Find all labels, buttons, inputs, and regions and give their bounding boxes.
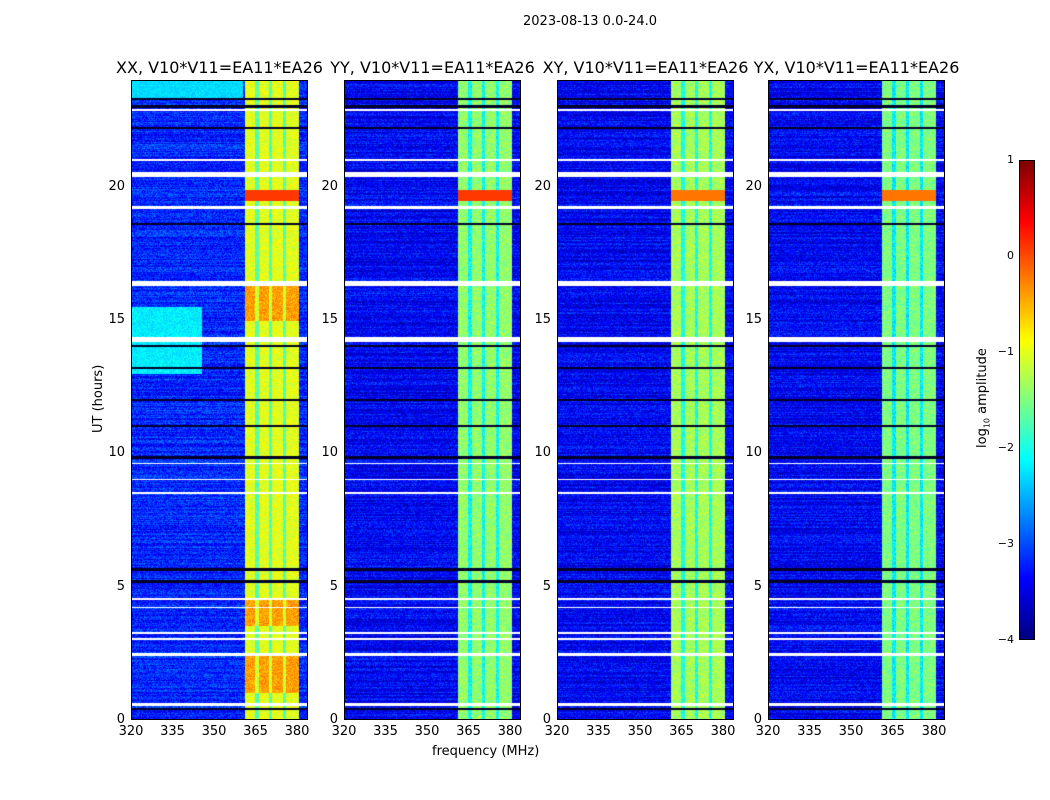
panel-title: YY, V10*V11=EA11*EA26	[330, 58, 535, 77]
y-tick-label: 5	[329, 578, 338, 594]
colorbar	[1019, 160, 1035, 640]
heatmap-panel-yx	[768, 80, 945, 720]
colorbar-label-tail: amplitude	[975, 348, 990, 418]
x-tick-label: 365	[880, 724, 905, 739]
colorbar-tick-label: 1	[1007, 153, 1014, 166]
y-tick-label: 10	[321, 445, 338, 461]
x-tick-label: 335	[586, 724, 611, 739]
y-tick-label: 10	[534, 445, 551, 461]
colorbar-tick-label: 0	[1007, 249, 1014, 262]
y-axis-label: UT (hours)	[91, 364, 106, 433]
y-tick-label: 0	[329, 712, 338, 727]
x-axis-label: frequency (MHz)	[432, 744, 540, 759]
y-tick-label: 5	[116, 578, 125, 594]
x-tick-label: 365	[669, 724, 694, 739]
y-tick-label: 20	[321, 178, 338, 194]
x-tick-label: 320	[118, 724, 144, 739]
y-tick-label: 5	[753, 578, 762, 594]
heatmap-panel-xx	[131, 80, 308, 720]
x-tick-label: 365	[456, 724, 481, 739]
x-tick-label: 320	[331, 724, 357, 739]
colorbar-tick-label: −1	[997, 345, 1014, 358]
colorbar-label-sub: 10	[982, 417, 992, 429]
heatmap-image	[345, 81, 520, 719]
x-tick-label: 350	[838, 724, 864, 739]
x-tick-label: 380	[497, 724, 523, 739]
colorbar-tick-label: −3	[997, 537, 1014, 550]
x-tick-label: 320	[544, 724, 570, 739]
y-tick-label: 0	[116, 712, 125, 727]
y-tick-label: 15	[534, 312, 551, 327]
colorbar-label: log10 amplitude	[975, 348, 992, 448]
heatmap-image	[558, 81, 733, 719]
y-tick-label: 20	[534, 178, 551, 194]
y-tick-label: 10	[745, 445, 762, 461]
y-tick-label: 15	[321, 312, 338, 327]
colorbar-tick-label: −2	[997, 441, 1014, 454]
x-tick-label: 380	[284, 724, 310, 739]
colorbar-label-main: log	[975, 428, 990, 448]
heatmap-panel-yy	[344, 80, 521, 720]
panel-title: XX, V10*V11=EA11*EA26	[116, 58, 323, 77]
y-tick-label: 15	[745, 312, 762, 327]
x-tick-label: 350	[201, 724, 227, 739]
x-tick-label: 380	[710, 724, 736, 739]
x-tick-label: 320	[755, 724, 781, 739]
colorbar-tick-label: −4	[997, 633, 1014, 646]
panel-title: YX, V10*V11=EA11*EA26	[753, 58, 960, 77]
figure-title: 2023-08-13 0.0-24.0	[523, 14, 657, 29]
panel-title: XY, V10*V11=EA11*EA26	[542, 58, 749, 77]
x-tick-label: 335	[160, 724, 185, 739]
x-tick-label: 335	[797, 724, 822, 739]
x-tick-label: 350	[414, 724, 440, 739]
heatmap-panel-xy	[557, 80, 734, 720]
y-tick-label: 20	[745, 178, 762, 194]
x-tick-label: 365	[243, 724, 268, 739]
y-tick-label: 10	[108, 445, 125, 461]
x-tick-label: 350	[627, 724, 653, 739]
x-tick-label: 380	[921, 724, 947, 739]
x-tick-label: 335	[373, 724, 398, 739]
y-tick-label: 0	[542, 712, 551, 727]
heatmap-image	[132, 81, 307, 719]
heatmap-image	[769, 81, 944, 719]
y-tick-label: 20	[108, 178, 125, 194]
y-tick-label: 0	[753, 712, 762, 727]
y-tick-label: 15	[108, 312, 125, 327]
y-tick-label: 5	[542, 578, 551, 594]
